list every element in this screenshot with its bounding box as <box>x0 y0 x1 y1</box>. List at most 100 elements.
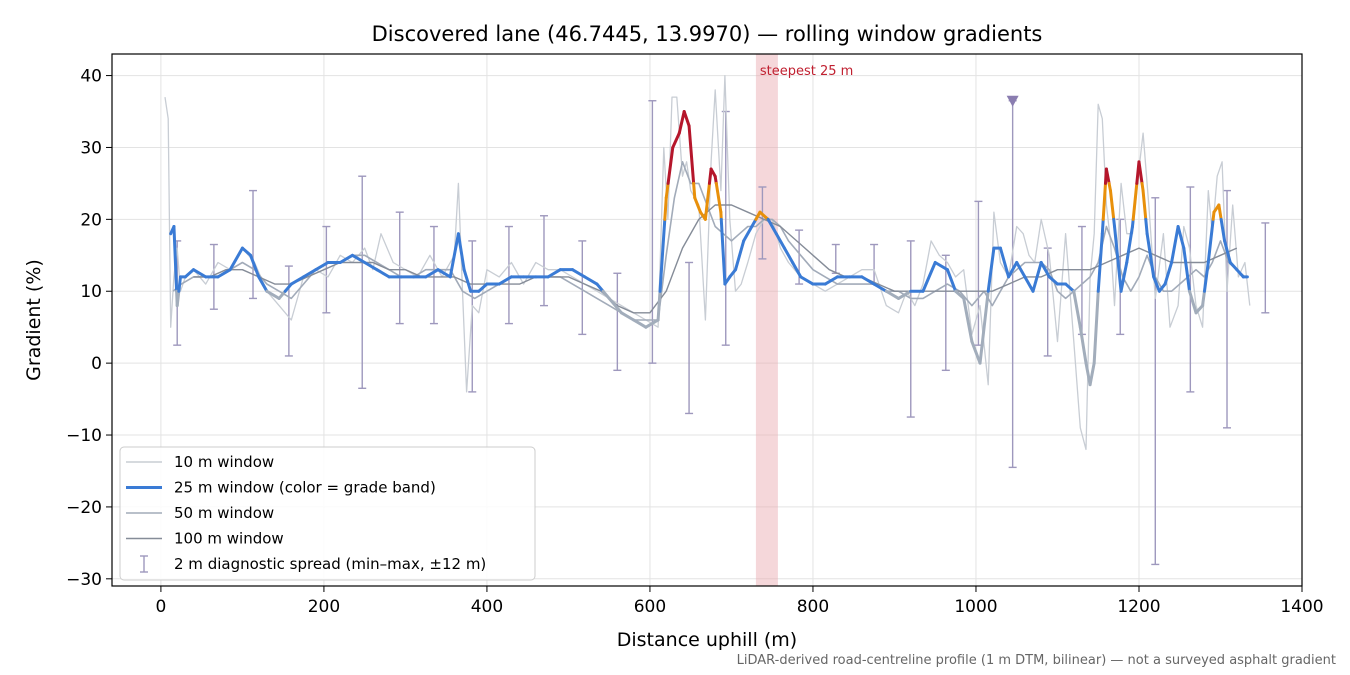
series-25m-segment <box>1170 225 1180 264</box>
footnote: LiDAR-derived road-centreline profile (1… <box>737 653 1336 668</box>
diagnostic-spread-bar <box>468 240 477 393</box>
series-25m-segment <box>363 260 379 272</box>
series-25m-segment <box>1039 260 1051 279</box>
diagnostic-spread-bar <box>322 225 331 314</box>
legend-label: 2 m diagnostic spread (min–max, ±12 m) <box>174 555 486 573</box>
series-25m-segment <box>703 181 711 221</box>
diagnostic-spread-bar <box>395 211 404 325</box>
diagnostic-spread-bar <box>613 272 622 372</box>
series-25m-segment <box>595 282 605 293</box>
series-25m-segment <box>1101 181 1107 221</box>
series-25m-segment <box>1152 275 1161 293</box>
series-25m-segment <box>1031 260 1043 293</box>
diagnostic-spread-bar <box>284 265 293 357</box>
x-tick-label: 800 <box>797 597 829 617</box>
legend-entry: 2 m diagnostic spread (min–max, ±12 m) <box>140 555 486 573</box>
y-tick-label: −20 <box>66 498 102 518</box>
series-25m-segment <box>970 340 982 365</box>
series-25m-segment <box>872 282 888 293</box>
series-25m-segment <box>172 225 179 293</box>
series-25m-segment <box>728 268 738 279</box>
x-tick-label: 600 <box>634 597 666 617</box>
series-25m-segment <box>978 289 990 365</box>
series-25m-segment <box>375 268 391 279</box>
series-25m-segment <box>1194 304 1205 315</box>
series-25m-segment <box>436 268 452 279</box>
axis-ticks: 0 200 400 600 800 1000 1200 1400 −30 −20 −10 0 10 20 3… <box>66 67 1324 617</box>
plot-frame <box>111 53 1303 587</box>
legend-label: 50 m window <box>174 504 274 522</box>
series-25m-segment <box>945 268 958 293</box>
x-tick-label: 200 <box>308 597 340 617</box>
legend: 10 m window 25 m window (color = grade ba… <box>119 446 536 581</box>
series-25m-segment <box>1015 260 1027 279</box>
x-axis-label: Distance uphill (m) <box>617 629 797 651</box>
series-25m-segment <box>656 289 662 322</box>
series-25m-segment <box>1219 217 1227 243</box>
series-25m-segment <box>884 289 901 300</box>
series-25m-segment <box>658 217 667 293</box>
series-25m-segment <box>277 289 287 300</box>
series-25m-segment <box>1100 217 1105 236</box>
series-25m-segment <box>823 275 839 286</box>
series-25m-segment <box>1163 260 1174 286</box>
series-25m-segment <box>791 260 803 279</box>
series-25m-segment <box>1217 203 1223 221</box>
series-25m-segment <box>1206 217 1215 264</box>
legend-label: 25 m window (color = grade band) <box>174 479 436 497</box>
steepest-span-layer: steepest 25 m <box>755 54 853 586</box>
series-25m-segment <box>456 232 466 272</box>
x-tick-label: 0 <box>155 597 166 617</box>
series-line <box>172 161 1246 321</box>
legend-entry: 50 m window <box>126 504 274 522</box>
series-25m-segment <box>477 282 489 293</box>
series-25m-segment <box>1096 232 1104 293</box>
series-25m-segment <box>448 232 460 279</box>
series-25m-segment <box>1023 275 1035 293</box>
series-25m-segment <box>632 318 648 329</box>
series-25m-segment <box>249 253 261 279</box>
series-25m-segment <box>177 275 182 293</box>
series-25m-segment <box>954 289 966 300</box>
series-25m-segment <box>283 282 293 293</box>
y-axis-label: Gradient (%) <box>23 259 45 381</box>
series-25m-segment <box>265 289 281 300</box>
series-25m-segment <box>1104 167 1111 185</box>
steepest-span <box>755 54 778 586</box>
series-25m-segment <box>1223 239 1232 264</box>
diagnostic-spread-bar <box>941 254 950 372</box>
series-25m-segment <box>1228 260 1239 272</box>
series-25m-segment <box>1157 282 1167 293</box>
y-tick-label: 40 <box>80 67 102 87</box>
series-25m-segment <box>734 239 746 272</box>
series-25m-segment <box>216 268 232 279</box>
diagnostic-spread-bar <box>429 225 438 325</box>
series-25m-segment <box>1007 260 1019 279</box>
series-25m-segment <box>497 275 513 286</box>
x-tick-label: 1200 <box>1117 597 1160 617</box>
y-tick-label: 30 <box>80 138 102 158</box>
series-25m-segment <box>240 246 253 257</box>
diagnostic-spread-bar <box>539 215 548 307</box>
series-25m-segment <box>693 196 702 214</box>
series-25m-segment <box>1092 289 1100 365</box>
series-25m-segment <box>350 253 367 264</box>
legend-entry: 100 m window <box>126 530 284 548</box>
series-25m-segment <box>1144 217 1149 236</box>
series-25m-segment <box>1108 189 1116 221</box>
series-25m-segment <box>619 311 636 322</box>
peak-marker <box>1006 95 1019 107</box>
series-25m-segment <box>228 246 244 272</box>
diagnostic-spread-bar <box>358 175 367 389</box>
series-25m-segment <box>1088 361 1096 387</box>
series-25m-segment <box>782 246 795 264</box>
series-25m-segment <box>1145 232 1156 279</box>
series-25m-segment <box>799 275 815 286</box>
series-25m-segment <box>663 196 668 221</box>
diagnostic-spread-bar <box>685 261 694 415</box>
series-25m-segment <box>986 246 996 293</box>
series-25m-segment <box>677 110 686 135</box>
legend-label: 10 m window <box>174 453 274 471</box>
x-tick-label: 400 <box>471 597 503 617</box>
series-25m-segment <box>962 296 974 344</box>
